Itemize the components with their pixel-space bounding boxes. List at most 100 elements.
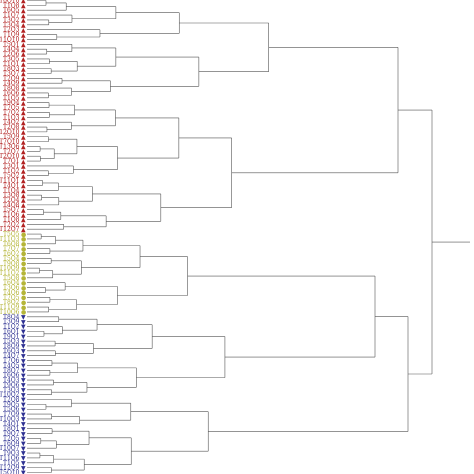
- leaf-label: T2Q8: [3, 124, 20, 131]
- leaf-label: T3Q1: [3, 163, 20, 170]
- triangle-down-icon: ▼: [21, 470, 26, 474]
- leaf-label: T7Q5: [3, 294, 20, 301]
- triangle-down-icon: ▼: [21, 314, 26, 321]
- leaf-label: T2Q6: [3, 51, 20, 58]
- triangle-up-icon: ▲: [21, 114, 26, 121]
- circle-icon: ●: [21, 309, 26, 316]
- triangle-up-icon: ▲: [21, 149, 26, 156]
- leaf-label: T10Q9: [0, 265, 20, 272]
- leaf-label: T6Q9: [3, 440, 20, 447]
- triangle-down-icon: ▼: [21, 372, 26, 379]
- leaf-label: T1Q6: [3, 212, 20, 219]
- leaf-label: T2Q10: [0, 153, 20, 160]
- triangle-down-icon: ▼: [21, 441, 26, 448]
- leaf-label: T3Q4: [3, 22, 20, 29]
- triangle-up-icon: ▲: [21, 51, 26, 58]
- triangle-down-icon: ▼: [21, 392, 26, 399]
- leaf-label: T4Q6: [3, 289, 20, 296]
- triangle-up-icon: ▲: [21, 153, 26, 160]
- triangle-up-icon: ▲: [21, 100, 26, 107]
- triangle-up-icon: ▲: [21, 22, 26, 29]
- leaf-label: T11Q6: [0, 455, 20, 462]
- circle-icon: ●: [21, 280, 26, 287]
- leaf-label: T8Q2: [3, 299, 20, 306]
- leaf-label: T6Q8: [3, 241, 20, 248]
- leaf-label: T4Q1: [3, 421, 20, 428]
- circle-icon: ●: [21, 265, 26, 272]
- triangle-up-icon: ▲: [21, 124, 26, 131]
- leaf-label: T6Q6: [3, 372, 20, 379]
- leaf-label: T7Q7: [3, 246, 20, 253]
- triangle-up-icon: ▲: [21, 187, 26, 194]
- leaf-label: T7Q10: [0, 139, 20, 146]
- triangle-down-icon: ▼: [21, 338, 26, 345]
- triangle-up-icon: ▲: [21, 0, 26, 5]
- triangle-up-icon: ▲: [21, 80, 26, 87]
- leaf-label: T5Q2: [3, 173, 20, 180]
- triangle-up-icon: ▲: [21, 183, 26, 190]
- leaf-label: T3Q9: [3, 319, 20, 326]
- leaf-label: T10Q7: [0, 445, 20, 452]
- leaf-label: T12Q9: [0, 465, 20, 472]
- triangle-down-icon: ▼: [21, 421, 26, 428]
- leaf-label: T1Q7: [3, 12, 20, 19]
- triangle-up-icon: ▲: [21, 192, 26, 199]
- triangle-down-icon: ▼: [21, 358, 26, 365]
- circle-icon: ●: [21, 304, 26, 311]
- leaf-label: T11Q1: [0, 178, 20, 185]
- triangle-down-icon: ▼: [21, 406, 26, 413]
- leaf-label: T10Q10: [0, 0, 20, 5]
- triangle-up-icon: ▲: [21, 178, 26, 185]
- triangle-up-icon: ▲: [21, 110, 26, 117]
- leaf-label: T6Q1: [3, 328, 20, 335]
- triangle-up-icon: ▲: [21, 226, 26, 233]
- triangle-up-icon: ▲: [21, 56, 26, 63]
- triangle-down-icon: ▼: [21, 431, 26, 438]
- circle-icon: ●: [21, 251, 26, 258]
- triangle-down-icon: ▼: [21, 465, 26, 472]
- triangle-up-icon: ▲: [21, 139, 26, 146]
- triangle-up-icon: ▲: [21, 158, 26, 165]
- triangle-down-icon: ▼: [21, 377, 26, 384]
- leaf-label: T3Q5: [3, 56, 20, 63]
- leaf-label: T1Q2: [3, 324, 20, 331]
- triangle-up-icon: ▲: [21, 129, 26, 136]
- triangle-up-icon: ▲: [21, 163, 26, 170]
- leaf-label: T4Q5: [3, 362, 20, 369]
- leaf-label: T9Q4: [3, 100, 20, 107]
- leaf-label: T2Q9: [3, 75, 20, 82]
- leaf-label: T4Q4: [3, 46, 20, 53]
- triangle-down-icon: ▼: [21, 411, 26, 418]
- triangle-up-icon: ▲: [21, 119, 26, 126]
- triangle-down-icon: ▼: [21, 387, 26, 394]
- leaf-label: T8Q4: [3, 314, 20, 321]
- leaf-label: T1Q4: [3, 187, 20, 194]
- leaf-label: T11Q9: [0, 304, 20, 311]
- leaf-label: T5Q7: [3, 207, 20, 214]
- leaf-label: T9Q7: [3, 431, 20, 438]
- leaf-label: T6Q5: [3, 7, 20, 14]
- circle-icon: ●: [21, 231, 26, 238]
- leaf-label: T7Q5: [3, 105, 20, 112]
- triangle-up-icon: ▲: [21, 7, 26, 14]
- leaf-label: T9Q5: [3, 401, 20, 408]
- triangle-down-icon: ▼: [21, 343, 26, 350]
- triangle-up-icon: ▲: [21, 27, 26, 34]
- triangle-up-icon: ▲: [21, 90, 26, 97]
- circle-icon: ●: [21, 290, 26, 297]
- circle-icon: ●: [21, 236, 26, 243]
- triangle-up-icon: ▲: [21, 207, 26, 214]
- leaf-label: T11Q2: [0, 270, 20, 277]
- leaf-label: T3Q2: [3, 17, 20, 24]
- leaf-label: T5Q4: [3, 255, 20, 262]
- leaf-label: T4Q2: [3, 119, 20, 126]
- triangle-up-icon: ▲: [21, 12, 26, 19]
- triangle-up-icon: ▲: [21, 222, 26, 229]
- triangle-down-icon: ▼: [21, 445, 26, 452]
- triangle-up-icon: ▲: [21, 32, 26, 39]
- triangle-up-icon: ▲: [21, 85, 26, 92]
- circle-icon: ●: [21, 275, 26, 282]
- leaf-label: T10Q6: [0, 309, 20, 316]
- leaf-label: T11Q3: [0, 236, 20, 243]
